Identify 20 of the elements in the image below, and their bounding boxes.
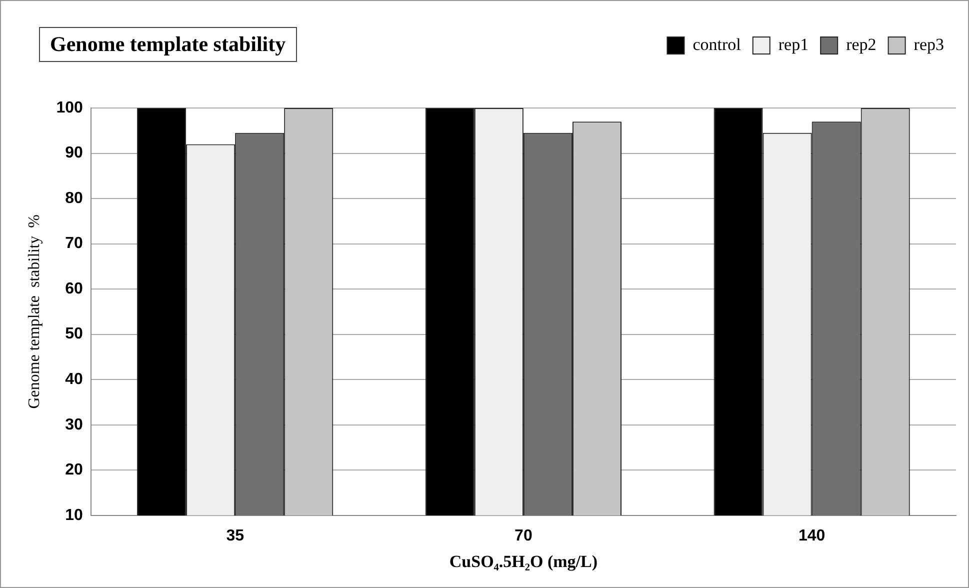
y-tick-label: 100 (56, 99, 83, 116)
y-tick-label: 50 (65, 326, 83, 343)
x-tick-label: 70 (514, 527, 532, 544)
y-tick-label: 10 (65, 506, 83, 524)
y-tick-label: 90 (65, 144, 83, 162)
chart-title: Genome template stability (39, 27, 297, 62)
x-axis-title: CuSO₄.5H₂O (mg/L) (449, 552, 598, 572)
legend-label: control (692, 34, 742, 54)
y-axis-title: Genome template stability % (26, 214, 43, 409)
x-tick-label: 35 (226, 527, 244, 544)
legend-label: rep2 (846, 34, 876, 54)
y-tick-label: 70 (65, 235, 83, 252)
y-tick-label: 80 (65, 190, 83, 207)
x-tick-label: 140 (798, 527, 826, 544)
y-tick-label: 40 (65, 371, 83, 388)
y-tick-label: 20 (65, 462, 83, 479)
y-tick-label: 60 (65, 280, 83, 298)
legend-label: rep3 (914, 34, 944, 54)
y-tick-label: 30 (65, 416, 83, 434)
legend-label: rep1 (778, 34, 809, 54)
